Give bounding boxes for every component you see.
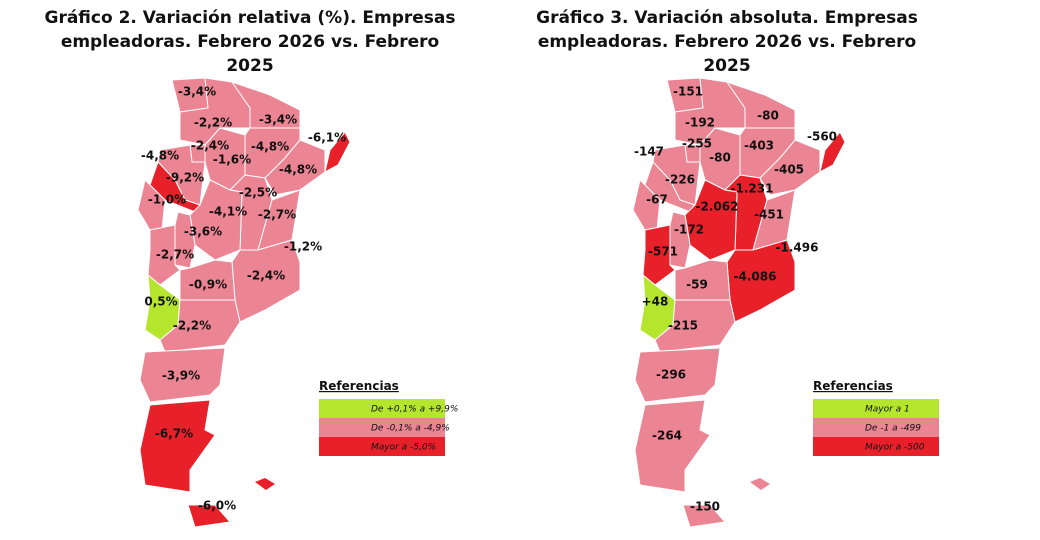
region-label: -1,6% [213,153,251,167]
region-label: -6,7% [155,427,193,441]
legend-swatch [813,418,939,437]
legend-label: De -0,1% a -4,9% [371,424,450,434]
region-label: -2,4% [191,139,229,153]
region-label: -226 [665,173,695,187]
region-label: -147 [634,145,664,159]
province [324,131,351,173]
region-label: -2,7% [156,248,194,262]
region-label: -264 [652,429,682,443]
map-title: Gráfico 2. Variación relativa (%). Empre… [44,8,456,76]
islands [255,478,275,490]
region-label: -2.062 [696,200,739,214]
map [137,77,351,528]
region-label: -1.231 [731,182,774,196]
legend-label: Mayor a -5,0% [371,443,436,453]
region-label: -67 [646,193,668,207]
province [264,139,326,196]
region-label: -2,2% [173,319,211,333]
province [634,347,721,403]
region-label: -6,1% [308,131,346,145]
region-label: -403 [744,139,774,153]
map-title: Gráfico 3. Variación absoluta. Empresas … [536,8,918,76]
region-label: -560 [807,130,837,144]
region-label: -405 [774,163,804,177]
region-label: -3,6% [184,225,222,239]
region-label: -2,4% [247,269,285,283]
region-label: -151 [673,85,703,99]
region-label: -150 [690,500,720,514]
region-label: -59 [686,278,708,292]
region-label: +48 [642,295,669,309]
map [632,77,846,528]
region-label: -6,0% [198,499,236,513]
region-label: -3,9% [162,369,200,383]
region-label: -296 [656,368,686,382]
province [642,224,676,286]
region-label: -192 [685,116,715,130]
legend-label: De +0,1% a +9,9% [371,405,458,415]
region-label: -0,9% [189,278,227,292]
region-label: -571 [648,245,678,259]
region-label: -451 [754,208,784,222]
region-label: -3,4% [178,85,216,99]
region-label: -1,2% [284,240,322,254]
region-label: -1,0% [148,193,186,207]
legend-swatch [813,399,939,418]
islands [750,478,770,490]
legend-swatch [813,437,939,456]
region-label: -172 [674,223,704,237]
province [759,139,821,196]
legend-title: Referencias [319,379,399,393]
region-label: -4.086 [734,270,777,284]
legend-swatch [319,418,445,437]
region-label: -215 [668,319,698,333]
province [634,399,711,493]
legend-label: De -1 a -499 [865,424,921,434]
region-label: -2,7% [258,208,296,222]
region-label: -4,8% [279,163,317,177]
region-label: -255 [682,137,712,151]
region-label: -80 [757,109,779,123]
region-label: -1.496 [776,241,819,255]
province [139,347,226,403]
legend-label: Mayor a -500 [865,443,925,453]
legend-swatch [319,399,445,418]
region-label: -4,8% [141,149,179,163]
legend-label: Mayor a 1 [865,405,910,415]
region-label: -80 [709,151,731,165]
legend-title: Referencias [813,379,893,393]
region-label: 0,5% [144,295,177,309]
region-label: -9,2% [166,171,204,185]
region-label: -3,4% [259,113,297,127]
region-label: -2,2% [194,116,232,130]
region-label: -4,1% [209,205,247,219]
region-label: -2,5% [239,186,277,200]
province [147,224,181,286]
legend-swatch [319,437,445,456]
region-label: -4,8% [251,140,289,154]
province [819,131,846,173]
province [139,399,216,493]
province [682,504,726,528]
province [187,504,231,528]
